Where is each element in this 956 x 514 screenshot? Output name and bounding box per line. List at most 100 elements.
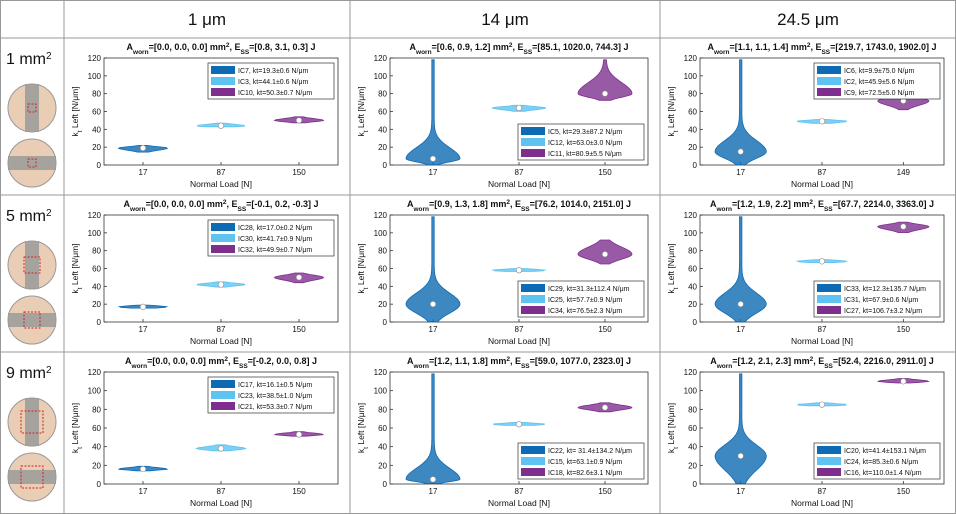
median-dot xyxy=(139,303,147,310)
legend-swatch xyxy=(521,295,545,303)
text-part: =[0.0, 0.0, 0.0] mm xyxy=(147,356,224,366)
text-part: 1 mm xyxy=(6,51,46,68)
legend-swatch xyxy=(211,380,235,388)
text-part: Left [N/μm] xyxy=(666,403,676,447)
legend-swatch xyxy=(817,457,841,465)
wear-track xyxy=(8,313,56,327)
text-part: Left [N/μm] xyxy=(356,86,366,130)
y-tick-label: 40 xyxy=(92,443,101,452)
row-header: 9 mm2 xyxy=(6,365,52,383)
text-part: A xyxy=(125,356,132,366)
text-part: worn xyxy=(415,49,432,56)
text-part: =[1.2, 2.1, 2.3] mm xyxy=(732,356,809,366)
y-tick-label: 60 xyxy=(688,108,697,117)
y-axis-label: kt Left [N/μm] xyxy=(70,243,84,293)
text-part: A xyxy=(410,42,417,52)
text-part: =[52.4, 2216.0, 2911.0] J xyxy=(833,356,934,366)
legend-label: IC17, kt=16.1±0.5 N/μm xyxy=(238,382,312,389)
legend-swatch xyxy=(817,77,841,85)
median-dot xyxy=(217,122,225,129)
median-dot xyxy=(601,251,609,258)
text-part: 5 mm xyxy=(6,208,46,225)
text-part: A xyxy=(708,42,715,52)
text-part: k xyxy=(666,448,676,453)
y-tick-label: 80 xyxy=(92,247,101,256)
text-part: k xyxy=(666,132,676,137)
median-dot xyxy=(139,144,147,152)
y-axis-label: kt Left [N/μm] xyxy=(666,403,680,453)
legend-swatch xyxy=(521,446,545,454)
y-tick-label: 0 xyxy=(97,480,102,489)
y-tick-label: 40 xyxy=(688,443,697,452)
legend-swatch xyxy=(521,127,545,135)
median-dot xyxy=(737,148,744,155)
text-part: =[1.2, 1.1, 1.8] mm xyxy=(429,356,506,366)
chart-title: Aworn=[0.0, 0.0, 0.0] mm2, ESS=[-0.1, 0.… xyxy=(124,199,319,213)
text-part: , E xyxy=(512,42,523,52)
text-part: worn xyxy=(413,363,430,370)
y-tick-label: 80 xyxy=(92,405,101,414)
y-tick-label: 60 xyxy=(378,108,387,117)
legend-swatch xyxy=(817,468,841,476)
legend-label: IC6, kt=9.9±75.0 N/μm xyxy=(844,68,914,75)
text-part: worn xyxy=(413,206,430,213)
y-tick-label: 60 xyxy=(92,424,101,433)
text-part: Left [N/μm] xyxy=(356,403,366,447)
y-tick-label: 0 xyxy=(693,161,698,170)
text-part: 2 xyxy=(807,42,811,49)
text-part: 2 xyxy=(226,42,230,49)
text-part: =[1.2, 1.9, 2.2] mm xyxy=(732,199,809,209)
legend-label: IC25, kt=57.7±0.9 N/μm xyxy=(548,297,622,304)
median-dot xyxy=(900,223,907,230)
x-tick-label: 17 xyxy=(429,168,438,177)
median-dot xyxy=(515,421,523,428)
median-dot xyxy=(515,104,523,112)
text-part: , E xyxy=(813,356,824,366)
median-dot xyxy=(515,267,523,274)
specimen-icon xyxy=(7,138,57,188)
y-tick-label: 20 xyxy=(378,300,387,309)
text-part: t xyxy=(77,447,84,449)
median-dot xyxy=(217,445,225,452)
text-part: =[0.9, 1.3, 1.8] mm xyxy=(429,199,506,209)
y-tick-label: 100 xyxy=(374,72,388,81)
text-part: 2 xyxy=(46,208,52,219)
y-tick-label: 80 xyxy=(92,90,101,99)
legend-swatch xyxy=(211,88,235,96)
text-part: SS xyxy=(523,49,532,56)
y-tick-label: 100 xyxy=(88,387,102,396)
median-dot xyxy=(601,90,609,97)
x-axis-label: Normal Load [N] xyxy=(791,336,853,346)
median-dot xyxy=(900,378,907,385)
text-part: A xyxy=(407,356,414,366)
legend-label: IC20, kt=41.4±153.1 N/μm xyxy=(844,448,926,455)
y-tick-label: 0 xyxy=(693,318,698,327)
contact-area xyxy=(20,465,44,489)
text-part: SS xyxy=(238,206,247,213)
median-dot xyxy=(737,301,744,308)
median-dot xyxy=(429,476,437,483)
text-part: Left [N/μm] xyxy=(70,86,80,130)
legend-swatch xyxy=(521,468,545,476)
text-part: , E xyxy=(810,42,821,52)
text-part: SS xyxy=(824,206,833,213)
text-part: =[76.2, 1014.0, 2151.0] J xyxy=(530,199,631,209)
x-tick-label: 150 xyxy=(598,168,612,177)
y-tick-label: 40 xyxy=(378,125,387,134)
median-dot xyxy=(601,404,609,411)
contact-area xyxy=(23,311,41,329)
legend-label: IC10, kt=50.3±0.7 N/μm xyxy=(238,90,312,97)
text-part: Left [N/μm] xyxy=(666,86,676,130)
text-part: =[0.8, 3.1, 0.3] J xyxy=(249,42,315,52)
median-dot xyxy=(818,258,826,265)
median-dot xyxy=(295,117,303,124)
x-tick-label: 150 xyxy=(598,325,612,334)
column-header: 1 μm xyxy=(188,10,226,29)
y-tick-label: 0 xyxy=(97,161,102,170)
text-part: A xyxy=(407,199,414,209)
text-part: 2 xyxy=(223,199,227,206)
text-part: k xyxy=(70,289,80,294)
median-dot xyxy=(429,301,437,308)
y-tick-label: 0 xyxy=(383,480,388,489)
wear-track xyxy=(8,470,56,484)
